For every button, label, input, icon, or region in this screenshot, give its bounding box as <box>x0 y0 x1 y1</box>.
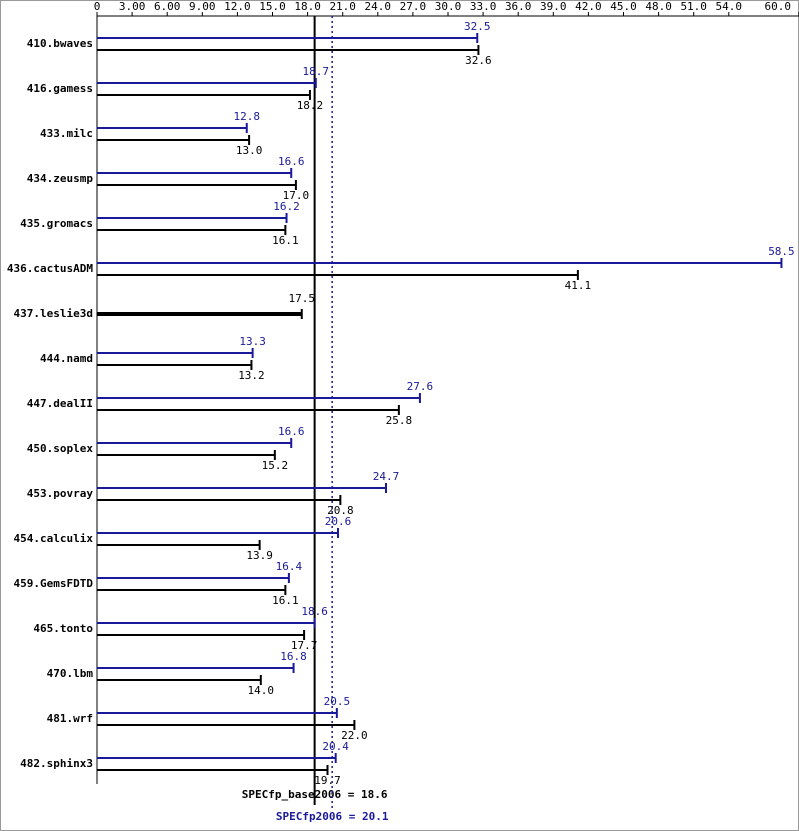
value-label: 12.8 <box>234 110 261 123</box>
x-tick-label: 60.0 <box>765 0 792 13</box>
category-label: 465.tonto <box>33 622 93 635</box>
reference-value: 18.6 <box>361 788 388 801</box>
value-label: 16.6 <box>278 425 305 438</box>
x-tick-label: 42.0 <box>575 0 602 13</box>
value-label: 32.6 <box>465 54 492 67</box>
value-label: 16.2 <box>273 200 300 213</box>
value-label: 16.6 <box>278 155 305 168</box>
x-tick-label: 21.0 <box>329 0 356 13</box>
value-label: 20.8 <box>327 504 354 517</box>
x-tick-label: 45.0 <box>610 0 637 13</box>
category-label: 482.sphinx3 <box>20 757 93 770</box>
value-label: 20.4 <box>322 740 349 753</box>
value-label: 27.6 <box>407 380 434 393</box>
value-label: 16.1 <box>272 234 299 247</box>
x-tick-label: 0 <box>94 0 101 13</box>
category-label: 454.calculix <box>14 532 94 545</box>
x-tick-label: 6.00 <box>154 0 181 13</box>
value-label: 19.7 <box>314 774 341 787</box>
value-label: 18.6 <box>301 605 328 618</box>
category-label: 459.GemsFDTD <box>14 577 94 590</box>
value-label: 16.1 <box>272 594 299 607</box>
reference-label: SPECfp_base2006 = 18.6 <box>242 788 388 801</box>
category-label: 481.wrf <box>47 712 93 725</box>
x-tick-label: 54.0 <box>716 0 743 13</box>
value-label: 17.0 <box>283 189 310 202</box>
reference-value: 20.1 <box>362 810 389 823</box>
x-tick-label: 51.0 <box>680 0 707 13</box>
reference-name: SPECfp_base2006 = <box>242 788 355 801</box>
category-label: 470.lbm <box>47 667 94 680</box>
value-label: 41.1 <box>565 279 592 292</box>
category-label: 444.namd <box>40 352 93 365</box>
category-label: 436.cactusADM <box>7 262 93 275</box>
value-label: 13.3 <box>239 335 266 348</box>
x-tick-label: 12.0 <box>224 0 251 13</box>
value-label: 17.7 <box>291 639 318 652</box>
category-label: 447.dealII <box>27 397 93 410</box>
reference-name: SPECfp2006 = <box>276 810 356 823</box>
value-label: 13.0 <box>236 144 263 157</box>
value-label: 16.8 <box>280 650 307 663</box>
category-label: 450.soplex <box>27 442 94 455</box>
value-label: 18.2 <box>297 99 324 112</box>
category-label: 434.zeusmp <box>27 172 94 185</box>
x-tick-label: 39.0 <box>540 0 567 13</box>
value-label: 25.8 <box>386 414 413 427</box>
category-label: 435.gromacs <box>20 217 93 230</box>
x-tick-label: 3.00 <box>119 0 146 13</box>
value-label: 22.0 <box>341 729 368 742</box>
value-label: 14.0 <box>248 684 275 697</box>
value-label: 58.5 <box>768 245 795 258</box>
value-label: 24.7 <box>373 470 400 483</box>
category-label: 410.bwaves <box>27 37 93 50</box>
value-label: 18.7 <box>303 65 330 78</box>
x-tick-label: 33.0 <box>470 0 497 13</box>
category-label: 433.milc <box>40 127 93 140</box>
value-label: 20.5 <box>324 695 351 708</box>
value-label: 20.6 <box>325 515 352 528</box>
value-label: 13.9 <box>246 549 273 562</box>
x-tick-label: 36.0 <box>505 0 532 13</box>
x-tick-label: 24.0 <box>365 0 392 13</box>
x-tick-label: 27.0 <box>400 0 427 13</box>
value-label: 15.2 <box>262 459 289 472</box>
reference-label: SPECfp2006 = 20.1 <box>276 810 389 823</box>
value-label: 13.2 <box>238 369 265 382</box>
value-label: 16.4 <box>276 560 303 573</box>
category-label: 453.povray <box>27 487 94 500</box>
category-label: 416.gamess <box>27 82 93 95</box>
x-tick-label: 15.0 <box>259 0 286 13</box>
value-label: 32.5 <box>464 20 491 33</box>
value-label: 17.5 <box>289 292 316 305</box>
x-tick-label: 48.0 <box>645 0 672 13</box>
x-tick-label: 18.0 <box>294 0 321 13</box>
x-tick-label: 9.00 <box>189 0 216 13</box>
category-label: 437.leslie3d <box>14 307 93 320</box>
x-tick-label: 30.0 <box>435 0 462 13</box>
